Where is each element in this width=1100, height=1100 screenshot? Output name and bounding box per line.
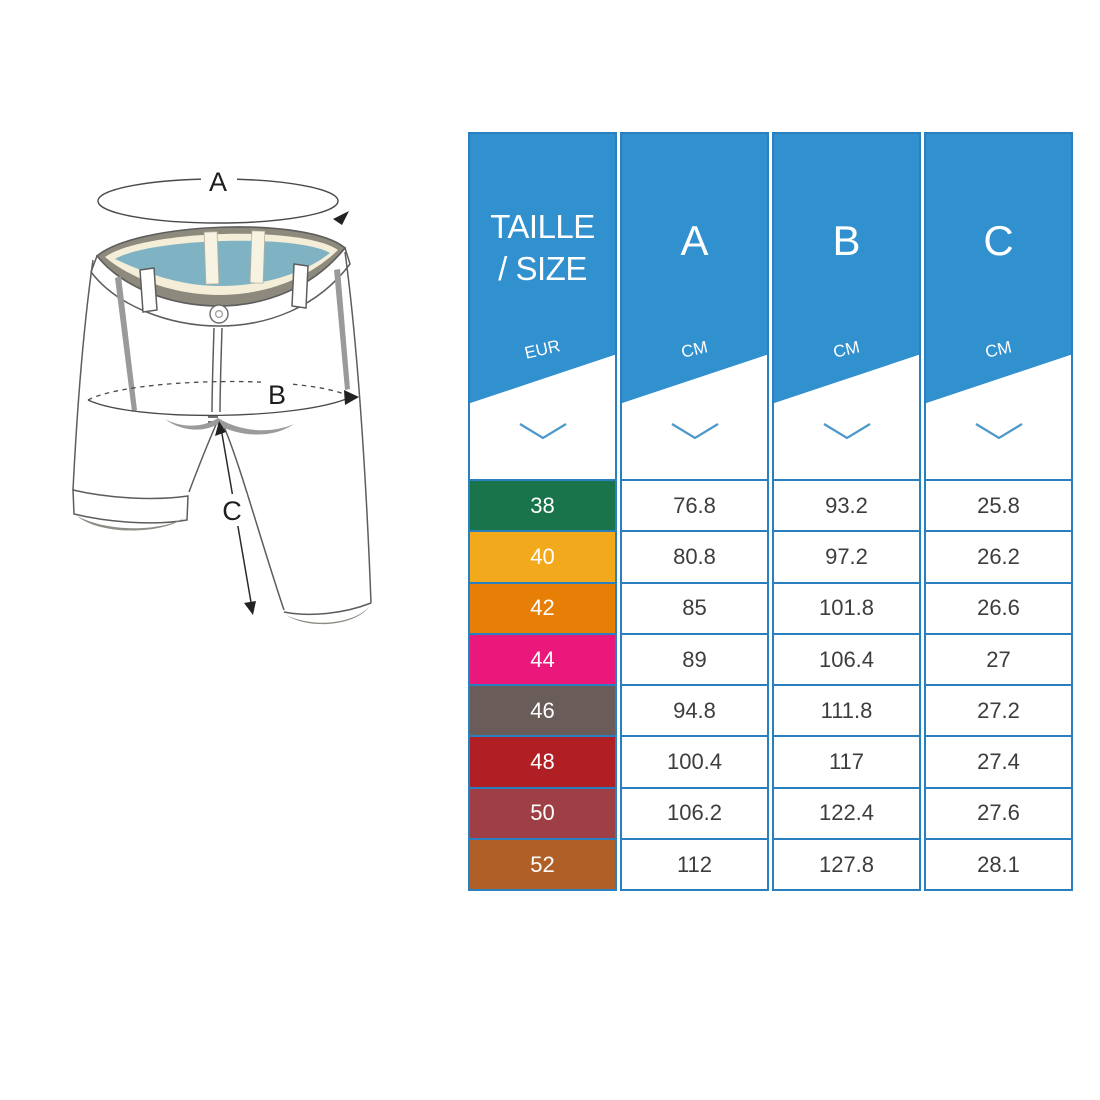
shorts-body — [72, 251, 372, 625]
size-column-title: TAILLE / SIZE — [470, 206, 615, 290]
measurement-value: 106.4 — [774, 632, 919, 684]
measurement-value: 93.2 — [774, 479, 919, 530]
measurement-value: 100.4 — [622, 735, 767, 786]
size-badge: 40 — [470, 530, 615, 582]
measurement-value: 85 — [622, 581, 767, 633]
measurement-value: 101.8 — [774, 581, 919, 633]
back-belt-loop — [249, 230, 266, 284]
back-belt-loop — [203, 231, 220, 285]
measurement-value: 76.8 — [622, 479, 767, 530]
measurement-value: 26.6 — [926, 581, 1071, 633]
size-badge: 44 — [470, 632, 615, 685]
chevron-down-icon — [822, 423, 871, 440]
column-c-title: C — [983, 217, 1014, 264]
header-blue-panel — [774, 134, 919, 404]
size-badge: 48 — [470, 735, 615, 787]
header-blue-panel — [622, 134, 767, 404]
size-badge: 38 — [470, 479, 615, 531]
measurement-value: 97.2 — [774, 530, 919, 581]
shorts-illustration: A — [55, 160, 395, 650]
measurement-label-c: C — [222, 496, 242, 526]
measurement-value: 112 — [622, 838, 767, 889]
column-b-title: B — [832, 217, 861, 264]
measurement-value: 80.8 — [622, 530, 767, 581]
chevron-down-icon — [670, 423, 719, 440]
measurement-value: 106.2 — [622, 786, 767, 838]
column-c: C CM 25.8 26.2 26.6 27 27.2 27.4 27.6 28… — [924, 132, 1073, 892]
length-measure-arrow: C — [215, 421, 256, 615]
measurement-value: 27.6 — [926, 786, 1071, 838]
measurement-value: 89 — [622, 632, 767, 684]
size-title-line2: / SIZE — [498, 250, 587, 287]
waist-button — [209, 304, 229, 324]
measurement-value: 28.1 — [926, 838, 1071, 889]
header-a: A CM — [622, 134, 767, 479]
header-size: TAILLE / SIZE EUR — [470, 134, 615, 479]
size-badge: 50 — [470, 786, 615, 839]
column-a-title: A — [680, 217, 709, 264]
measurement-value: 127.8 — [774, 838, 919, 889]
size-badge: 42 — [470, 581, 615, 633]
chevron-down-icon — [518, 423, 567, 440]
measurement-label-b: B — [268, 380, 286, 410]
header-blue-panel — [470, 134, 615, 404]
column-a: A CM 76.8 80.8 85 89 94.8 100.4 106.2 11… — [620, 132, 769, 892]
measurement-value: 94.8 — [622, 684, 767, 735]
measurement-value: 27.2 — [926, 684, 1071, 735]
measurement-value: 122.4 — [774, 786, 919, 838]
measurement-value: 111.8 — [774, 684, 919, 735]
measurement-value: 117 — [774, 735, 919, 786]
size-table: TAILLE / SIZE EUR 38 40 42 44 46 48 50 5… — [468, 132, 1073, 892]
column-size: TAILLE / SIZE EUR 38 40 42 44 46 48 50 5… — [468, 132, 617, 892]
chevron-down-icon — [974, 423, 1023, 440]
waistband-inner — [115, 240, 330, 286]
header-blue-panel — [926, 134, 1071, 404]
drawstring — [165, 418, 294, 435]
measurement-value: 26.2 — [926, 530, 1071, 581]
column-b: B CM 93.2 97.2 101.8 106.4 111.8 117 122… — [772, 132, 921, 892]
measurement-value: 25.8 — [926, 479, 1071, 530]
waist-measure-ellipse: A — [97, 165, 349, 225]
header-b: B CM — [774, 134, 919, 479]
measurement-label-a: A — [209, 167, 227, 197]
size-badge: 46 — [470, 684, 615, 736]
size-badge: 52 — [470, 838, 615, 890]
header-c: C CM — [926, 134, 1071, 479]
size-title-line1: TAILLE — [490, 208, 595, 245]
shorts-sketch-svg: A — [72, 165, 372, 625]
measurement-value: 27.4 — [926, 735, 1071, 786]
measurement-value: 27 — [926, 632, 1071, 684]
hip-measure-ellipse: B — [87, 378, 359, 417]
